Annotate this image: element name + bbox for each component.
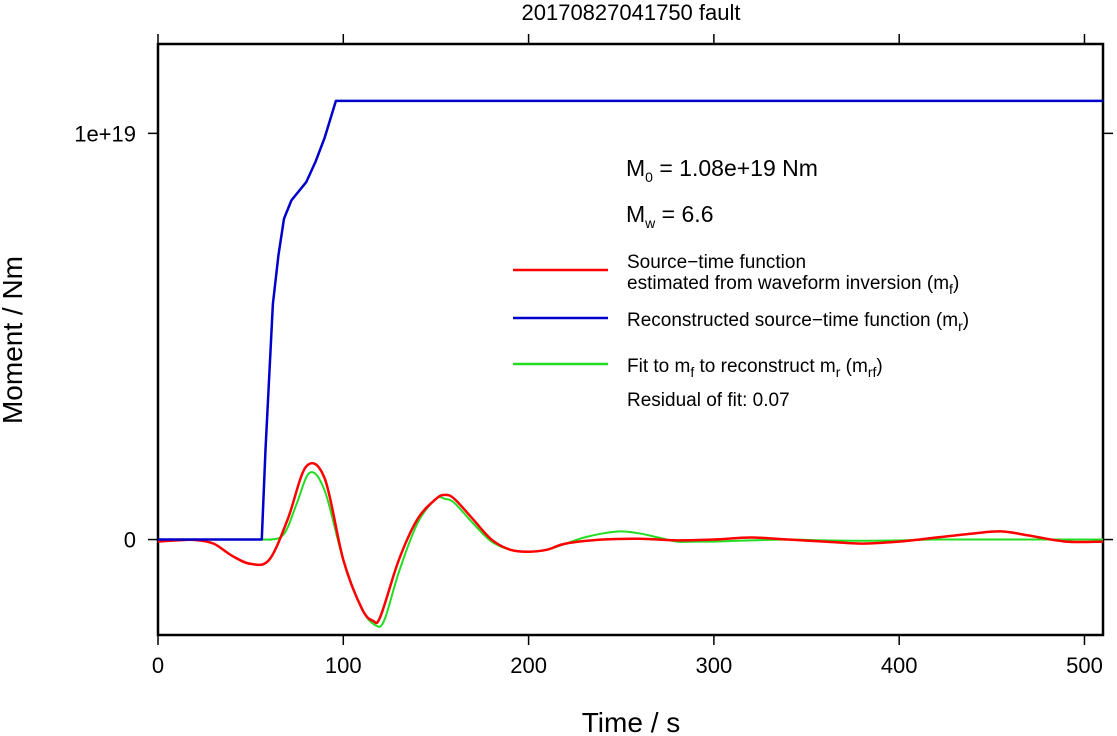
- x-tick-label: 100: [325, 653, 362, 678]
- y-tick-label: 0: [124, 528, 136, 553]
- residual-annotation: Residual of fit: 0.07: [627, 390, 790, 411]
- plot-frame: [156, 42, 1105, 637]
- x-tick-label: 400: [881, 653, 918, 678]
- m0-annotation: M0 = 1.08e+19 Nm: [626, 155, 818, 185]
- mw-annotation: Mw = 6.6: [626, 201, 713, 231]
- y-axis-title: Moment / Nm: [0, 256, 28, 424]
- legend-label-mf-line1: Source−time function: [627, 252, 806, 273]
- annotations: M0 = 1.08e+19 Nm Mw = 6.6: [626, 155, 818, 231]
- legend-label-mr: Reconstructed source−time function (mr): [627, 310, 969, 334]
- series-lines: [157, 99, 1104, 628]
- x-tick-label: 300: [696, 653, 733, 678]
- y-tick-label: 1e+19: [74, 121, 136, 146]
- axis-ticks: 0 100 200 300 400 500 0 1e+19: [74, 34, 1113, 678]
- x-axis-title: Time / s: [582, 707, 681, 736]
- legend: Source−time function estimated from wave…: [513, 252, 969, 411]
- series-line-mf: [157, 461, 1104, 625]
- chart-title: 20170827041750 fault: [522, 0, 741, 25]
- legend-label-mf-line2: estimated from waveform inversion (mf): [627, 273, 959, 297]
- x-tick-label: 500: [1066, 653, 1103, 678]
- legend-label-mrf: Fit to mf to reconstruct mr (mrf): [627, 356, 883, 380]
- series-line-mrf: [157, 471, 1103, 628]
- x-tick-label: 0: [152, 653, 164, 678]
- x-tick-label: 200: [510, 653, 547, 678]
- series-line-mr: [158, 99, 1103, 541]
